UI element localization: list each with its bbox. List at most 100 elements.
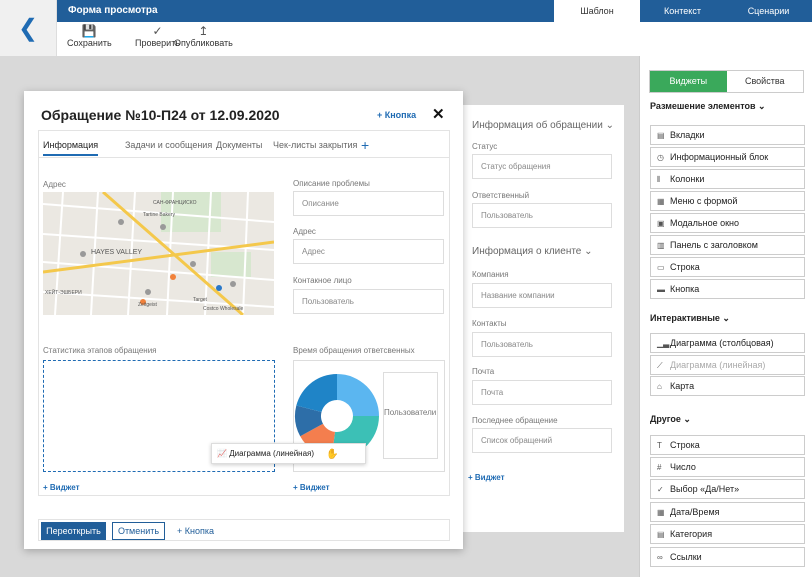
section-client-info[interactable]: Информация о клиенте ⌄ [472,246,593,257]
upload-icon: ↥ [198,24,209,38]
add-widget-button[interactable]: + Виджет [468,473,505,482]
tab-scenarios[interactable]: Сценарии [747,6,790,16]
mail-label: Почта [472,367,495,376]
widget-item[interactable]: ✓ Выбор «Да/Нет» [650,479,805,499]
map-label: ХЕЙТ-ЭШБЕРИ [45,290,82,296]
widget-item[interactable]: ▦ Дата/Время [650,502,805,522]
widget-item[interactable]: ⌂ Карта [650,376,805,396]
description-field[interactable]: Описание [293,191,444,216]
widget-item[interactable]: ▤ Категория [650,524,805,544]
close-icon[interactable]: ✕ [432,106,445,123]
check-button[interactable]: ✓ Проверить [135,24,181,49]
section-header[interactable]: Интерактивные ⌄ [650,313,730,323]
widget-item-label: Колонки [670,174,705,184]
button-icon: ▬ [657,285,665,294]
widget-item-label: Диаграмма (столбцовая) [670,338,774,348]
add-button-link[interactable]: + Кнопка [377,110,417,120]
check-icon: ✓ [152,24,163,38]
widget-item-label: Меню с формой [670,196,738,206]
save-button[interactable]: 💾 Сохранить [67,24,112,49]
users-box: Пользователи [383,372,438,459]
tab-checklists[interactable]: Чек-листы закрытия [273,140,358,150]
stats-label: Статистика этапов обращения [43,346,157,355]
widget-item[interactable]: ▬ Кнопка [650,279,805,299]
tab-template[interactable]: Шаблон [554,0,640,22]
section-request-info[interactable]: Информация об обращении ⌄ [472,120,615,131]
grab-cursor-icon: ✋ [326,449,339,460]
donut-slice [296,374,337,413]
donut-slice [337,374,379,416]
address-field[interactable]: Адрес [293,239,444,264]
section-header[interactable]: Размешение элементов ⌄ [650,101,766,111]
back-button[interactable]: ❮ [0,0,57,56]
check-icon: ✓ [657,485,664,494]
time-chart-widget[interactable]: Пользователи [293,360,445,472]
widget-item[interactable]: ▥ Панель с заголовком [650,235,805,255]
widget-item-label: Карта [670,381,695,391]
save-icon: 💾 [81,24,97,38]
widget-item[interactable]: ◷ Информационный блок [650,147,805,167]
widget-item[interactable]: ▭ Строка [650,257,805,277]
responsible-field[interactable]: Пользователь [472,203,612,228]
category-icon: ▤ [657,530,665,539]
contact-field[interactable]: Пользователь [293,289,444,314]
widget-item[interactable]: T Строка [650,435,805,455]
panel-icon: ▥ [657,241,665,250]
company-field[interactable]: Название компании [472,283,612,308]
widget-item[interactable]: ▣ Модальное окно [650,213,805,233]
tab-info[interactable]: Информация [43,140,99,156]
status-label: Статус [472,142,498,151]
publish-button[interactable]: ↥ Опубликовать [174,24,233,49]
right-tabs: Виджеты Свойства [649,70,804,93]
widget-item-label: Кнопка [670,284,700,294]
tab-tasks[interactable]: Задачи и сообщения [125,140,213,150]
add-button-link[interactable]: + Кнопка [177,526,214,536]
tab-context[interactable]: Контекст [664,6,701,16]
map[interactable]: САН-ФРАНЦИСКО HAYES VALLEY ХЕЙТ-ЭШБЕРИ T… [43,192,274,315]
tab-widgets[interactable]: Виджеты [650,71,727,92]
last-request-label: Последнее обращение [472,416,558,425]
page-title: Форма просмотра [68,5,158,16]
donut-slice [295,405,323,437]
widget-drop-zone[interactable] [43,360,275,472]
widget-item[interactable]: # Число [650,457,805,477]
save-label: Сохранить [67,38,112,48]
cancel-button[interactable]: Отменить [112,522,165,540]
status-field[interactable]: Статус обращения [472,154,612,179]
contact-label: Контакное лицо [293,276,352,285]
mail-field[interactable]: Почта [472,380,612,405]
contacts-field[interactable]: Пользователь [472,332,612,357]
address-field-label: Адрес [293,227,316,236]
check-label: Проверить [135,38,181,48]
modal-window: Обращение №10-П24 от 12.09.2020 + Кнопка… [24,91,463,549]
widget-item[interactable]: ▁▃Диаграмма (столбцовая) [650,333,805,353]
contacts-label: Контакты [472,319,507,328]
tab-documents[interactable]: Документы [216,140,263,150]
add-widget-button[interactable]: + Виджет [293,483,330,492]
top-bar: ❮ Форма просмотра Шаблон Контекст Сценар… [0,0,812,56]
last-request-field[interactable]: Список обращений [472,428,612,453]
widget-item-label: Строка [670,440,700,450]
map-label: САН-ФРАНЦИСКО [153,200,197,206]
text-icon: T [657,441,662,450]
info-block-icon: ◷ [657,153,664,162]
widget-item[interactable]: ⫴ Колонки [650,169,805,189]
columns-icon: ⫴ [657,175,661,184]
widget-item[interactable]: ⟋ Диаграмма (линейная) [650,355,805,375]
widget-item[interactable]: ∞ Ссылки [650,547,805,567]
bar-chart-icon: ▁▃ [657,339,670,348]
modal-footer: Переоткрыть Отменить + Кнопка [38,519,450,541]
widget-item[interactable]: ▤ Вкладки [650,125,805,145]
add-widget-button[interactable]: + Виджет [43,483,80,492]
dragged-widget[interactable]: 📈 Диаграмма (линейная) ✋ [211,443,366,464]
widget-item[interactable]: ▦ Меню с формой [650,191,805,211]
company-label: Компания [472,270,509,279]
tab-properties[interactable]: Свойства [744,76,785,86]
widget-item-label: Выбор «Да/Нет» [670,484,740,494]
calendar-icon: ▦ [657,508,665,517]
reopen-button[interactable]: Переоткрыть [41,522,106,540]
widget-item-label: Вкладки [670,130,705,140]
right-panel: Виджеты Свойства Размешение элементов ⌄ ▤… [639,56,812,577]
section-header[interactable]: Другое ⌄ [650,414,691,424]
add-tab-icon[interactable]: + [361,137,370,153]
